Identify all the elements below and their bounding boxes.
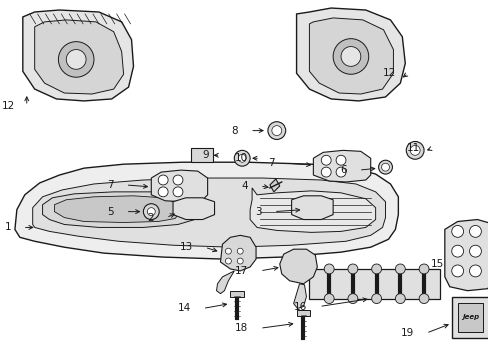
Bar — [296, 310, 310, 316]
Circle shape — [321, 155, 330, 165]
Circle shape — [237, 248, 243, 254]
Circle shape — [324, 294, 333, 303]
Circle shape — [378, 160, 392, 174]
Text: 18: 18 — [234, 323, 247, 333]
Circle shape — [418, 294, 428, 303]
Text: 11: 11 — [406, 143, 419, 153]
Polygon shape — [151, 170, 207, 202]
Text: 12: 12 — [383, 68, 396, 78]
Circle shape — [347, 294, 357, 303]
Circle shape — [468, 245, 480, 257]
Circle shape — [340, 46, 360, 66]
Polygon shape — [451, 297, 488, 338]
Text: 7: 7 — [267, 158, 274, 168]
Polygon shape — [269, 179, 279, 192]
Polygon shape — [291, 196, 332, 220]
Text: 3: 3 — [255, 207, 262, 217]
Circle shape — [451, 265, 463, 277]
Circle shape — [395, 264, 405, 274]
Text: 13: 13 — [179, 242, 192, 252]
Polygon shape — [173, 198, 214, 220]
Circle shape — [335, 155, 346, 165]
Circle shape — [451, 245, 463, 257]
Circle shape — [335, 167, 346, 177]
Polygon shape — [309, 18, 393, 94]
Circle shape — [381, 163, 388, 171]
Circle shape — [371, 264, 381, 274]
Bar — [190, 148, 212, 162]
Polygon shape — [309, 269, 439, 298]
Polygon shape — [296, 8, 405, 101]
Text: 9: 9 — [202, 150, 208, 160]
Text: 8: 8 — [231, 126, 238, 136]
Text: 12: 12 — [1, 101, 15, 111]
Polygon shape — [23, 10, 133, 101]
Polygon shape — [54, 196, 181, 222]
Polygon shape — [15, 162, 398, 259]
Circle shape — [225, 258, 231, 264]
Circle shape — [409, 145, 419, 155]
Circle shape — [332, 39, 368, 74]
Bar — [230, 291, 244, 297]
Circle shape — [238, 154, 245, 162]
Circle shape — [395, 294, 405, 303]
Text: 7: 7 — [107, 180, 114, 190]
Polygon shape — [220, 235, 256, 271]
Circle shape — [173, 187, 183, 197]
Polygon shape — [249, 188, 375, 233]
Text: 1: 1 — [4, 222, 11, 233]
Circle shape — [418, 264, 428, 274]
Circle shape — [143, 204, 159, 220]
Polygon shape — [216, 271, 234, 294]
Circle shape — [147, 208, 155, 216]
Text: 15: 15 — [430, 259, 443, 269]
Text: Jeep: Jeep — [461, 314, 478, 320]
Polygon shape — [293, 284, 306, 309]
Text: 6: 6 — [340, 165, 346, 175]
Circle shape — [324, 264, 333, 274]
Text: 5: 5 — [107, 207, 114, 217]
Circle shape — [173, 175, 183, 185]
Circle shape — [321, 167, 330, 177]
Circle shape — [66, 50, 86, 69]
Polygon shape — [279, 249, 317, 284]
Text: 16: 16 — [294, 302, 307, 311]
Circle shape — [225, 248, 231, 254]
Circle shape — [271, 126, 281, 135]
Circle shape — [158, 187, 168, 197]
Circle shape — [58, 42, 94, 77]
Text: 17: 17 — [234, 266, 247, 276]
Circle shape — [371, 294, 381, 303]
Circle shape — [234, 150, 249, 166]
Circle shape — [158, 175, 168, 185]
Text: 10: 10 — [235, 153, 247, 163]
Circle shape — [468, 225, 480, 237]
Polygon shape — [35, 20, 123, 94]
Polygon shape — [457, 302, 482, 332]
Text: 19: 19 — [400, 328, 413, 338]
Circle shape — [237, 258, 243, 264]
Polygon shape — [313, 150, 370, 182]
Circle shape — [267, 122, 285, 139]
Polygon shape — [42, 192, 200, 228]
Circle shape — [406, 141, 423, 159]
Circle shape — [347, 264, 357, 274]
Circle shape — [451, 225, 463, 237]
Text: 14: 14 — [177, 303, 190, 314]
Circle shape — [468, 265, 480, 277]
Text: 4: 4 — [241, 181, 247, 191]
Text: 2: 2 — [147, 212, 154, 222]
Polygon shape — [33, 178, 385, 247]
Polygon shape — [444, 220, 488, 291]
